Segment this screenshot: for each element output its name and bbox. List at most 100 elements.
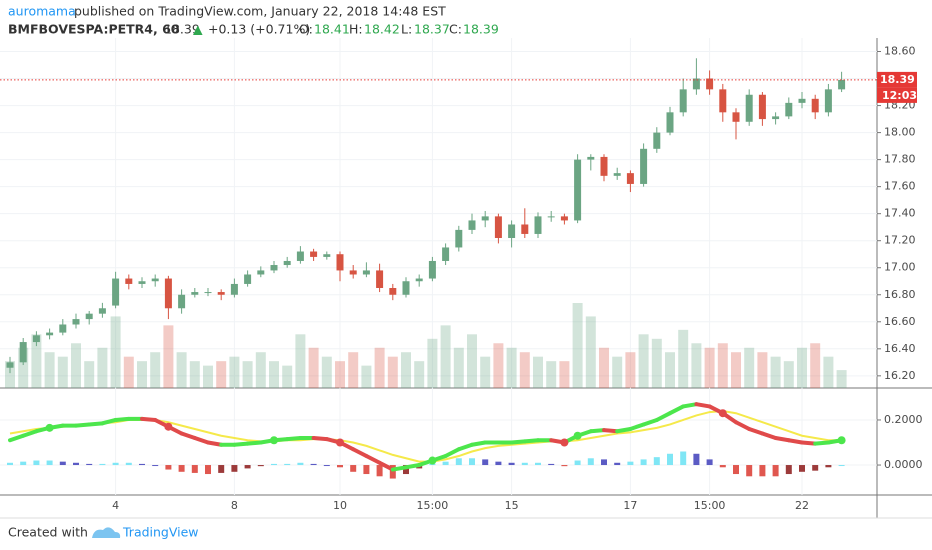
candle-body: [323, 254, 331, 257]
volume-bar: [242, 361, 253, 388]
macd-segment: [364, 454, 382, 465]
x-tick-label: 15: [505, 499, 519, 512]
macd-segment: [179, 431, 197, 440]
brand[interactable]: TradingView: [122, 525, 199, 540]
x-tick-label: 15:00: [694, 499, 726, 512]
volume-bar: [5, 361, 15, 388]
macd-segment: [470, 440, 488, 447]
volume-bar: [440, 325, 451, 388]
volume-bar: [361, 365, 372, 388]
histogram-bar: [521, 462, 528, 466]
candle-body: [362, 270, 370, 275]
macd-segment: [8, 433, 26, 443]
volume-bar: [150, 352, 161, 388]
volume-bar: [678, 329, 689, 388]
macd-segment: [351, 447, 369, 459]
volume-bar: [810, 343, 821, 388]
volume-bar: [599, 347, 609, 388]
candle-body: [626, 173, 634, 184]
brand-logo: [92, 527, 121, 538]
macd-segment: [232, 441, 250, 447]
candle-body: [257, 270, 265, 275]
volume-bar: [255, 352, 266, 388]
histogram-bar: [350, 465, 357, 472]
low-label: L:: [401, 22, 412, 37]
volume-bar: [84, 361, 95, 388]
candle-body: [455, 229, 463, 248]
histogram-bar: [653, 457, 660, 466]
volume-bar: [335, 361, 345, 388]
volume-bar: [97, 347, 108, 388]
histogram-bar: [231, 465, 238, 472]
histogram-bar: [772, 465, 779, 477]
candle-body: [98, 308, 106, 314]
cross-dot: [718, 409, 727, 418]
price-tag-label: 18.39: [880, 73, 915, 86]
volume-bar: [612, 356, 623, 388]
candle-body: [296, 251, 304, 261]
candle-body: [600, 156, 608, 176]
candle-body: [679, 89, 687, 113]
volume-bar: [717, 343, 728, 388]
histogram-bar: [46, 460, 53, 466]
candle-body: [244, 274, 252, 284]
volume-bar: [572, 303, 583, 388]
histogram-bar: [495, 461, 502, 466]
histogram-bar: [376, 465, 383, 477]
volume-bar: [823, 356, 834, 388]
volume-bar: [203, 365, 213, 388]
close: 18.39: [463, 22, 499, 37]
histogram-bar: [812, 465, 819, 471]
macd-segment: [628, 422, 646, 431]
y-tick-label: 16.20: [884, 369, 916, 382]
volume-bar: [427, 338, 438, 388]
macd-segment: [509, 439, 527, 445]
candle-body: [178, 294, 186, 309]
macd-segment: [641, 417, 659, 427]
candle-body: [785, 102, 793, 117]
histogram-bar: [99, 463, 106, 466]
candle-body: [428, 260, 436, 279]
created-with: Created with: [8, 525, 88, 540]
candle-body: [732, 112, 740, 122]
histogram-bar: [759, 465, 766, 477]
candle-body: [560, 216, 568, 221]
candle-body: [706, 78, 714, 90]
histogram-bar: [20, 461, 27, 466]
histogram-bar: [297, 462, 304, 466]
histogram-bar: [455, 458, 462, 466]
volume-bar: [295, 334, 306, 388]
volume-bar: [836, 370, 847, 388]
candle-body: [798, 98, 806, 103]
volume-bar: [493, 343, 504, 388]
y-tick-label: 18.00: [884, 126, 916, 139]
histogram-bar: [257, 465, 264, 467]
histogram-bar: [799, 465, 805, 472]
macd-segment: [786, 438, 804, 445]
candle-body: [481, 216, 489, 221]
histogram-bar: [271, 463, 277, 466]
volume-bar: [176, 352, 187, 388]
histogram-bar: [614, 462, 621, 466]
macd-segment: [245, 440, 263, 446]
candle-body: [692, 78, 700, 90]
candle-body: [164, 278, 172, 309]
histogram-bar: [508, 462, 515, 466]
symbol: BMFBOVESPA:PETR4, 60: [8, 22, 180, 37]
candle-body: [125, 278, 133, 284]
volume-bar: [585, 316, 596, 388]
candle-body: [811, 98, 819, 113]
volume-bar: [18, 347, 29, 388]
candle-body: [758, 94, 766, 120]
candle-body: [653, 132, 661, 149]
open-label: O:: [299, 22, 313, 37]
macd-segment: [100, 417, 118, 426]
y-tick-label: 0.2000: [884, 413, 923, 426]
histogram-bar: [7, 462, 13, 466]
author[interactable]: auromama: [8, 4, 76, 19]
macd-segment: [285, 435, 303, 442]
candle-body: [613, 173, 621, 176]
histogram-bar: [627, 461, 634, 466]
candle-body: [283, 260, 291, 266]
volume-bar: [321, 356, 332, 388]
